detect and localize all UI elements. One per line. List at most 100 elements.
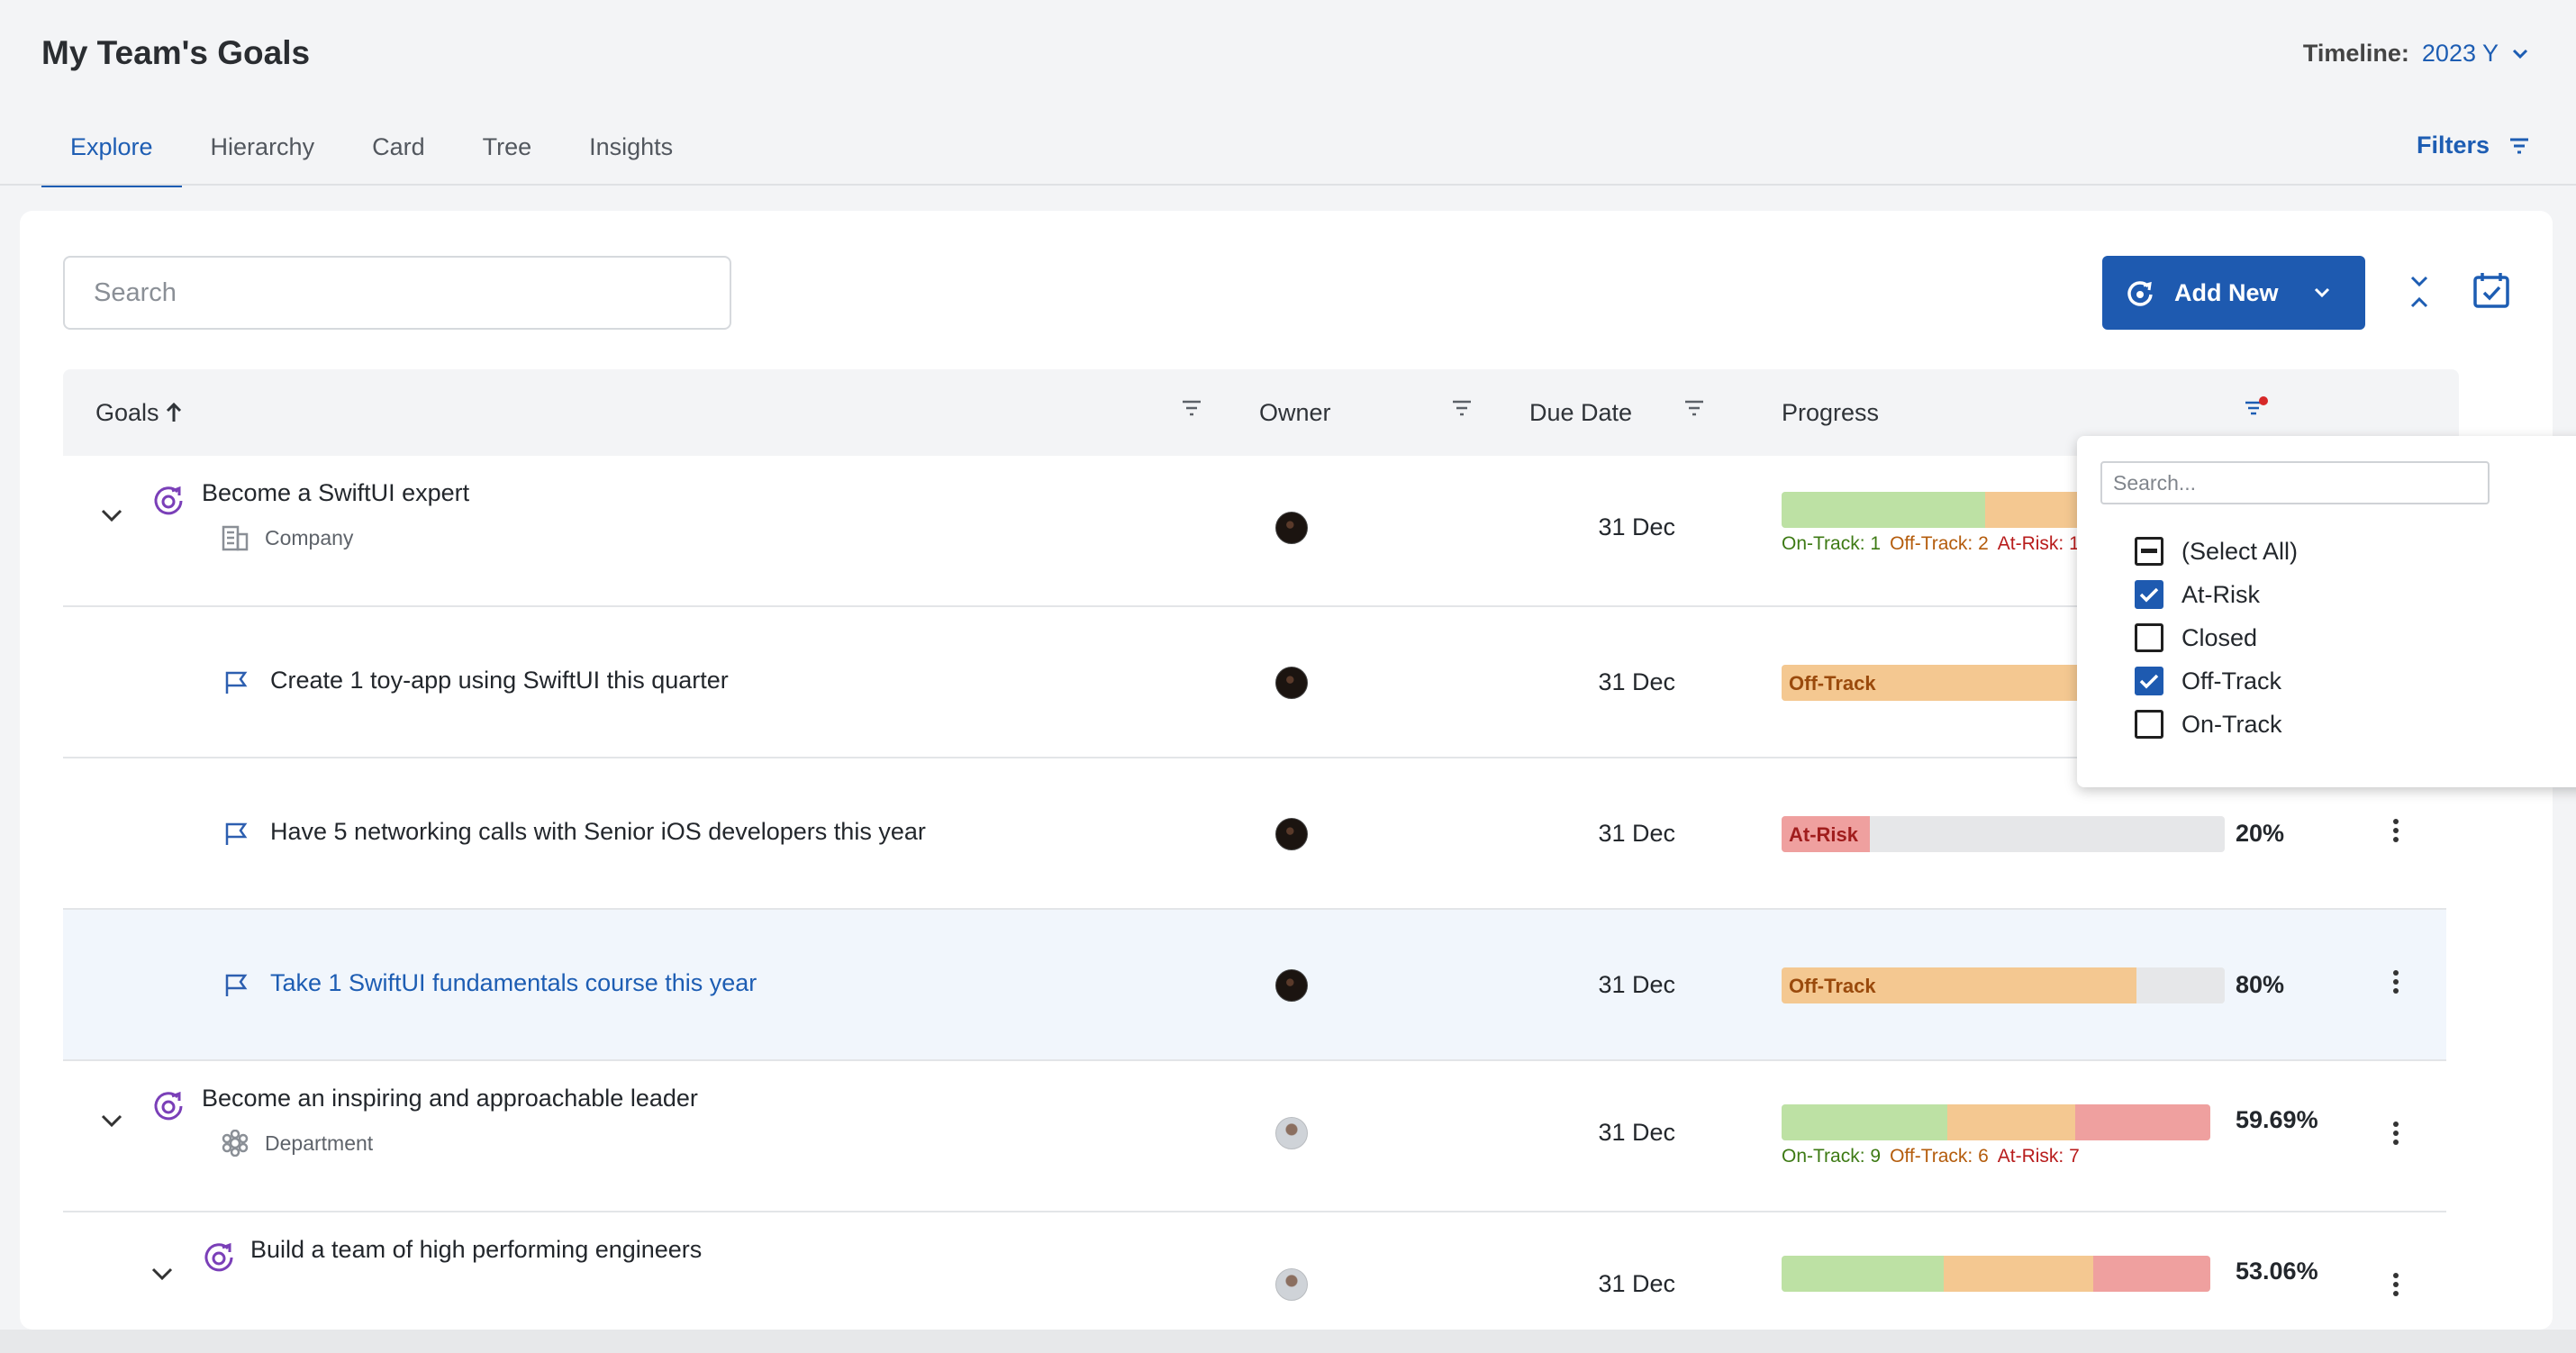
chevron-down-icon[interactable] xyxy=(99,1112,124,1130)
chevron-down-icon[interactable] xyxy=(99,506,124,524)
bottom-shade xyxy=(0,1330,2576,1353)
timeline-dropdown[interactable]: 2023 Y xyxy=(2422,40,2529,68)
checkbox-checked[interactable] xyxy=(2135,580,2163,609)
filters-label: Filters xyxy=(2416,132,2490,159)
table-row[interactable]: Build a team of high performing engineer… xyxy=(63,1212,2446,1330)
checkbox-indeterminate[interactable] xyxy=(2135,537,2163,566)
filter-option-label: On-Track xyxy=(2181,710,2282,738)
flag-icon xyxy=(223,670,249,695)
table-row[interactable]: Take 1 SwiftUI fundamentals course this … xyxy=(63,910,2446,1061)
column-due-date[interactable]: Due Date xyxy=(1529,398,1633,426)
table-row[interactable]: Have 5 networking calls with Senior iOS … xyxy=(63,758,2446,910)
goal-title[interactable]: Become an inspiring and approachable lea… xyxy=(202,1085,698,1112)
filter-option-closed[interactable]: Closed xyxy=(2135,623,2257,652)
legend-at-risk: At-Risk: 1 xyxy=(1997,533,2080,554)
progress-bar xyxy=(1782,1104,2210,1140)
due-date: 31 Dec xyxy=(1598,513,1675,540)
header-divider xyxy=(0,184,2576,186)
goal-title[interactable]: Create 1 toy-app using SwiftUI this quar… xyxy=(270,667,729,694)
status-label: At-Risk xyxy=(1789,823,1859,846)
calendar-check-icon xyxy=(2472,270,2511,310)
goal-level: Company xyxy=(222,524,353,551)
goal-level-label: Department xyxy=(265,1131,374,1155)
due-date: 31 Dec xyxy=(1598,1270,1675,1297)
table-row[interactable]: Become an inspiring and approachable lea… xyxy=(63,1061,2446,1212)
avatar[interactable] xyxy=(1275,1117,1308,1149)
chevron-down-icon[interactable] xyxy=(150,1265,175,1283)
goal-level-label: Company xyxy=(265,525,354,549)
collapse-all-button[interactable] xyxy=(2408,274,2430,310)
filter-option-label: At-Risk xyxy=(2181,580,2260,608)
due-date: 31 Dec xyxy=(1598,668,1675,695)
goal-target-icon xyxy=(151,483,186,517)
goal-title[interactable]: Build a team of high performing engineer… xyxy=(250,1236,703,1263)
timeline-label: Timeline: xyxy=(2302,40,2409,67)
progress-legend: On-Track: 1 Off-Track: 2 At-Risk: 1 xyxy=(1782,533,2080,555)
kebab-icon[interactable] xyxy=(2392,969,2399,994)
checkbox-checked[interactable] xyxy=(2135,667,2163,695)
tab-card[interactable]: Card xyxy=(372,133,425,160)
filter-option-at-risk[interactable]: At-Risk xyxy=(2135,580,2260,609)
owner-filter-icon[interactable] xyxy=(1452,400,1472,416)
flag-icon xyxy=(223,973,249,998)
due-date-filter-icon[interactable] xyxy=(1684,400,1704,416)
filter-icon xyxy=(2509,138,2529,154)
calendar-button[interactable] xyxy=(2472,270,2511,310)
due-date: 31 Dec xyxy=(1598,971,1675,998)
filter-option-off-track[interactable]: Off-Track xyxy=(2135,667,2281,695)
avatar[interactable] xyxy=(1275,1268,1308,1301)
goal-title[interactable]: Take 1 SwiftUI fundamentals course this … xyxy=(270,969,757,996)
due-date: 31 Dec xyxy=(1598,820,1675,847)
progress-filter-popup: (Select All) At-Risk Closed Off-Track On… xyxy=(2077,436,2576,787)
progress-bar: Off-Track xyxy=(1782,967,2225,1003)
tab-tree[interactable]: Tree xyxy=(482,133,532,160)
goal-title[interactable]: Have 5 networking calls with Senior iOS … xyxy=(270,818,926,845)
avatar[interactable] xyxy=(1275,969,1308,1002)
filter-option-label: Closed xyxy=(2181,623,2258,651)
filter-option-label: Off-Track xyxy=(2181,667,2282,695)
filter-option-on-track[interactable]: On-Track xyxy=(2135,710,2282,739)
avatar[interactable] xyxy=(1275,667,1308,699)
add-new-button[interactable]: Add New xyxy=(2102,256,2365,330)
checkbox-unchecked[interactable] xyxy=(2135,623,2163,652)
progress-filter-icon[interactable] xyxy=(2245,396,2268,418)
legend-on-track: On-Track: 1 xyxy=(1782,533,1882,554)
avatar[interactable] xyxy=(1275,818,1308,850)
table-header: Goals Owner Due Date Progress xyxy=(63,369,2459,456)
goals-filter-icon[interactable] xyxy=(1182,400,1202,416)
tab-insights[interactable]: Insights xyxy=(589,133,674,160)
filter-search-input[interactable] xyxy=(2100,461,2490,504)
add-new-label: Add New xyxy=(2174,278,2279,306)
department-icon xyxy=(222,1130,249,1157)
checkbox-unchecked[interactable] xyxy=(2135,710,2163,739)
legend-off-track: Off-Track: 6 xyxy=(1890,1146,1989,1167)
filter-option-label: (Select All) xyxy=(2181,537,2299,565)
building-icon xyxy=(222,524,249,551)
legend-off-track: Off-Track: 2 xyxy=(1890,533,1989,554)
progress-bar: At-Risk xyxy=(1782,816,2225,852)
goal-target-icon xyxy=(151,1088,186,1122)
status-label: Off-Track xyxy=(1789,672,1876,695)
filter-option-select-all[interactable]: (Select All) xyxy=(2135,537,2298,566)
tab-explore[interactable]: Explore xyxy=(41,117,182,187)
filters-button[interactable]: Filters xyxy=(2417,132,2529,159)
avatar[interactable] xyxy=(1275,512,1308,544)
kebab-icon[interactable] xyxy=(2392,1121,2399,1146)
timeline-value: 2023 Y xyxy=(2421,40,2499,67)
kebab-icon[interactable] xyxy=(2392,818,2399,843)
goal-level: Department xyxy=(222,1130,373,1157)
legend-on-track: On-Track: 9 xyxy=(1782,1146,1882,1167)
kebab-icon[interactable] xyxy=(2392,1272,2399,1297)
progress-percent: 53.06% xyxy=(2236,1258,2318,1285)
goal-title[interactable]: Become a SwiftUI expert xyxy=(202,479,470,506)
column-owner[interactable]: Owner xyxy=(1259,398,1331,426)
tab-hierarchy[interactable]: Hierarchy xyxy=(210,133,315,160)
column-progress[interactable]: Progress xyxy=(1782,398,1880,426)
chevron-down-icon xyxy=(2511,48,2529,60)
timeline-selector: Timeline: 2023 Y xyxy=(2303,40,2529,68)
refresh-target-icon xyxy=(2126,278,2154,307)
goal-target-icon xyxy=(202,1239,236,1274)
column-goals[interactable]: Goals xyxy=(95,369,183,456)
page-title: My Team's Goals xyxy=(41,34,311,71)
search-input[interactable] xyxy=(63,256,731,330)
